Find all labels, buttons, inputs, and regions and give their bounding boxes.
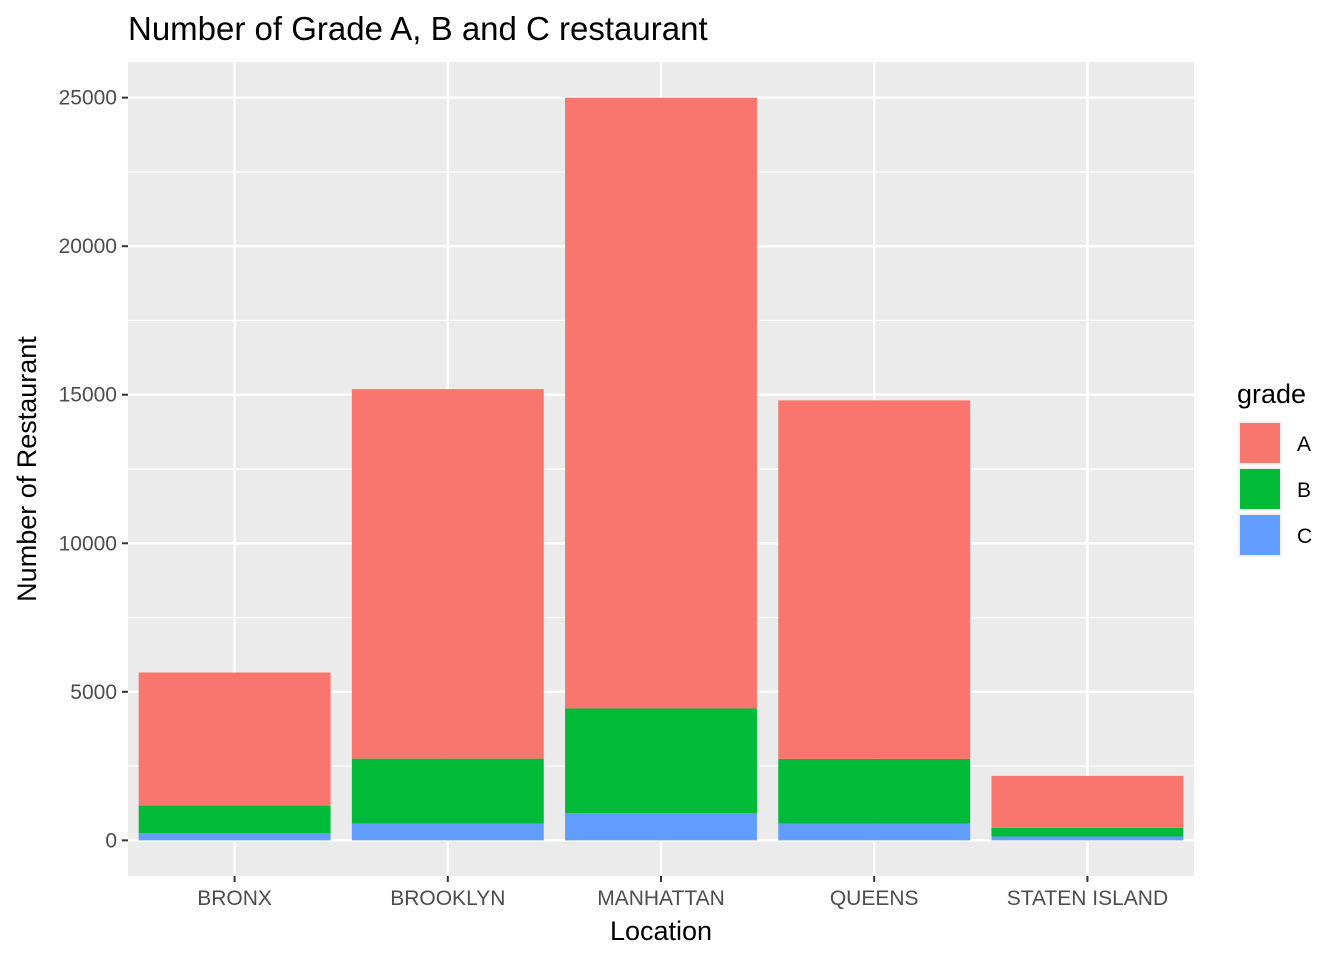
bar-manhattan-grade-c (565, 813, 757, 841)
bar-queens-grade-c (778, 823, 971, 841)
y-tick-label: 0 (105, 829, 117, 852)
x-tick-label: STATEN ISLAND (1007, 887, 1168, 910)
y-axis-title: Number of Restaurant (12, 336, 42, 602)
legend-key-b (1240, 469, 1280, 509)
bar-brooklyn-grade-c (351, 823, 544, 841)
y-tick-label: 20000 (59, 235, 117, 258)
y-axis: 0 5000 10000 15000 20000 25000 (59, 87, 128, 852)
bar-bronx-grade-c (138, 833, 331, 841)
x-axis-title: Location (610, 916, 712, 946)
y-tick-label: 15000 (59, 384, 117, 407)
bar-manhattan-grade-a (565, 97, 757, 709)
legend-label-b: B (1297, 479, 1311, 502)
bar-staten-island-grade-c (991, 836, 1184, 841)
chart-title: Number of Grade A, B and C restaurant (128, 10, 708, 47)
bar-queens-grade-a (778, 400, 971, 759)
bar-brooklyn-grade-a (351, 389, 544, 759)
y-tick-label: 10000 (59, 532, 117, 555)
legend-label-c: C (1297, 525, 1312, 548)
legend-key-a (1240, 423, 1280, 463)
bar-bronx-grade-a (138, 672, 331, 806)
y-tick-label: 25000 (59, 87, 117, 110)
y-tick-label: 5000 (70, 681, 117, 704)
bars (138, 97, 1184, 841)
x-tick-label: BROOKLYN (390, 887, 505, 910)
legend-key-c (1240, 515, 1280, 555)
bar-staten-island-grade-a (991, 775, 1184, 828)
x-tick-label: MANHATTAN (597, 887, 725, 910)
legend-title: grade (1237, 379, 1306, 409)
x-tick-label: BRONX (197, 887, 272, 910)
bar-queens-grade-b (778, 758, 971, 824)
bar-staten-island-grade-b (991, 827, 1184, 837)
bar-brooklyn-grade-b (351, 758, 544, 824)
legend: grade ABC (1237, 379, 1312, 557)
bar-manhattan-grade-b (565, 708, 757, 814)
x-axis: BRONX BROOKLYN MANHATTAN QUEENS STATEN ISLAN… (197, 876, 1168, 910)
legend-label-a: A (1297, 433, 1311, 456)
x-tick-label: QUEENS (830, 887, 919, 910)
bar-bronx-grade-b (138, 805, 331, 834)
